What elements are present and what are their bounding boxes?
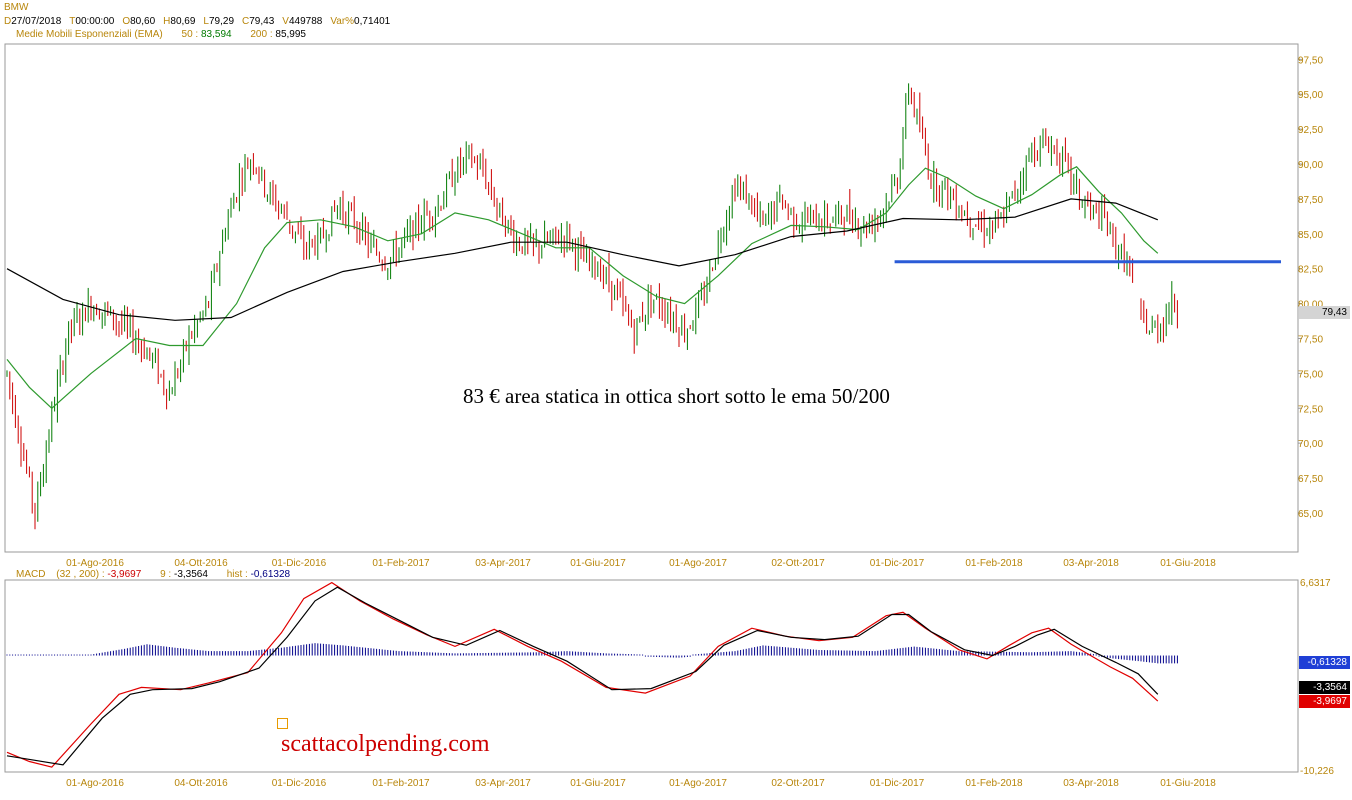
hist-label: hist : [226, 569, 248, 580]
date-tick-label: 01-Dic-2016 [272, 558, 327, 569]
price-tick-label: 97,50 [1298, 55, 1323, 66]
watermark: scattacolpending.com [281, 731, 490, 757]
price-date-axis: 01-Ago-2016 04-Ott-2016 01-Dic-2016 01-Feb-… [66, 558, 1216, 569]
ohlc-value: 80,69 [170, 16, 196, 27]
ohlc-label: H [163, 16, 171, 27]
date-tick-label: 03-Apr-2018 [1063, 558, 1119, 569]
price-tick-label: 87,50 [1298, 195, 1323, 206]
ohlc-label: D [4, 16, 12, 27]
date-tick-label: 03-Apr-2017 [475, 778, 531, 789]
price-axis: 97,50 95,00 92,50 90,00 87,50 85,00 82,50 80,00… [1298, 55, 1323, 520]
chart-annotation: 83 € area statica in ottica short sotto … [463, 384, 890, 408]
date-tick-label: 01-Ago-2017 [669, 778, 727, 789]
ema50-label: 50 : [181, 29, 199, 40]
ohlc-value: 00:00:00 [75, 16, 115, 27]
ema-title: Medie Mobili Esponenziali (EMA) [16, 29, 163, 40]
ema-legend: Medie Mobili Esponenziali (EMA) 50 : 83,… [16, 29, 306, 41]
ohlc-label: C [242, 16, 250, 27]
date-tick-label: 01-Dic-2017 [870, 558, 925, 569]
ohlc-value: 79,29 [208, 16, 235, 27]
price-tick-label: 67,50 [1298, 474, 1323, 485]
ema200-line [6, 198, 1159, 321]
date-tick-label: 03-Apr-2018 [1063, 778, 1119, 789]
date-tick-label: 01-Ago-2016 [66, 778, 124, 789]
price-tick-label: 70,00 [1298, 439, 1323, 450]
price-panel-frame [4, 43, 1299, 553]
macd-axis: 6,6317 -10,226 [1300, 578, 1334, 777]
price-tick-label: 90,00 [1298, 160, 1323, 171]
price-tick-label: 77,50 [1298, 334, 1323, 345]
ohlc-value: 27/07/2018 [11, 16, 62, 27]
ohlc-label: O [122, 16, 131, 27]
macd-tick-label: -10,226 [1300, 766, 1334, 777]
signal-badge: -3,3564 [1299, 681, 1350, 694]
macd-value: -3,9697 [107, 569, 142, 580]
ema-lines [6, 166, 1159, 410]
last-price-badge: 79,43 [1299, 306, 1350, 319]
hist-badge: -0,61328 [1299, 656, 1350, 669]
date-tick-label: 02-Ott-2017 [771, 558, 825, 569]
date-tick-label: 04-Ott-2016 [174, 778, 228, 789]
price-tick-label: 82,50 [1298, 265, 1323, 276]
hist-value: -0,61328 [250, 569, 291, 580]
ohlc-value: 79,43 [249, 16, 275, 27]
price-tick-label: 72,50 [1298, 404, 1323, 415]
macd-line [6, 581, 1159, 768]
ohlc-value: 0,71401 [354, 16, 391, 27]
ohlc-readout: D27/07/2018 T00:00:00 O80,60 H80,69 L79,29 C7… [4, 16, 398, 28]
ohlc-value: 80,60 [130, 16, 156, 27]
macd-lines [6, 581, 1159, 768]
date-tick-label: 01-Giu-2017 [570, 558, 626, 569]
ohlc-value: 449788 [288, 16, 323, 27]
price-tick-label: 80,00 [1298, 300, 1323, 311]
macd-tick-label: 6,6317 [1300, 578, 1331, 589]
date-tick-label: 01-Ago-2016 [66, 558, 124, 569]
price-tick-label: 65,00 [1298, 509, 1323, 520]
price-tick-label: 85,00 [1298, 230, 1323, 241]
ohlc-label: Var% [330, 16, 355, 27]
date-tick-label: 01-Giu-2018 [1160, 778, 1216, 789]
date-tick-label: 04-Ott-2016 [174, 558, 228, 569]
ema50-value: 83,594 [200, 29, 232, 40]
macd-title: MACD [16, 569, 46, 580]
date-tick-label: 01-Giu-2018 [1160, 558, 1216, 569]
price-tick-label: 95,00 [1298, 90, 1323, 101]
price-candles [6, 83, 1178, 530]
ema200-value: 85,995 [275, 29, 306, 40]
price-tick-label: 75,00 [1298, 369, 1323, 380]
date-tick-label: 02-Ott-2017 [771, 778, 825, 789]
macd-params: (32 , 200) : [56, 569, 105, 580]
symbol-title: BMW [4, 2, 29, 13]
macd-date-axis: 01-Ago-2016 04-Ott-2016 01-Dic-2016 01-Feb-… [66, 778, 1216, 789]
date-tick-label: 01-Feb-2018 [965, 778, 1023, 789]
macd-badge: -3,9697 [1299, 695, 1350, 708]
date-tick-label: 01-Giu-2017 [570, 778, 626, 789]
date-tick-label: 01-Dic-2017 [870, 778, 925, 789]
date-tick-label: 01-Ago-2017 [669, 558, 727, 569]
ohlc-label: L [203, 16, 209, 27]
ohlc-label: V [282, 16, 289, 27]
signal-line [6, 586, 1159, 766]
ema200-label: 200 : [250, 29, 273, 40]
macd-panel-frame [4, 579, 1299, 773]
date-tick-label: 01-Feb-2018 [965, 558, 1023, 569]
ohlc-label: T [69, 16, 76, 27]
macd-legend: MACD (32 , 200) : -3,9697 9 : -3,3564 hi… [16, 569, 290, 581]
date-tick-label: 01-Dic-2016 [272, 778, 327, 789]
ema50-line [6, 166, 1159, 410]
macd-histogram [6, 643, 1178, 664]
date-tick-label: 03-Apr-2017 [475, 558, 531, 569]
signal-label: 9 : [160, 569, 172, 580]
date-tick-label: 01-Feb-2017 [372, 558, 430, 569]
watermark-box [277, 718, 288, 729]
price-tick-label: 92,50 [1298, 125, 1323, 136]
signal-value: -3,3564 [173, 569, 208, 580]
date-tick-label: 01-Feb-2017 [372, 778, 430, 789]
